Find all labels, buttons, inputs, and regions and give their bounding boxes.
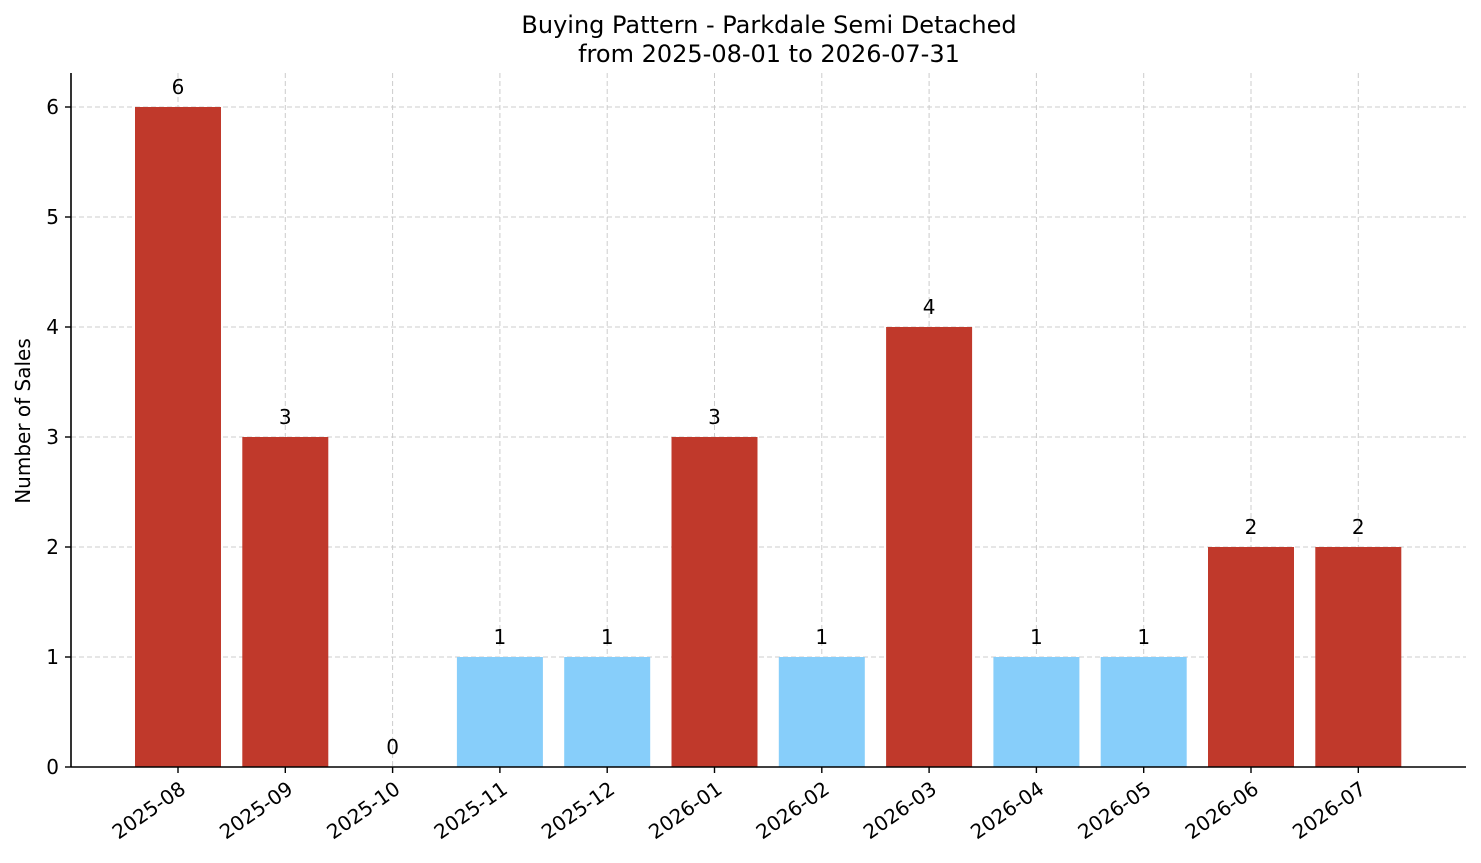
bar-value-label: 1	[494, 625, 507, 649]
bar	[564, 657, 651, 767]
bar	[1208, 547, 1294, 767]
bar	[242, 437, 329, 767]
bar-value-label: 1	[815, 625, 828, 649]
bar-value-label: 4	[923, 295, 936, 319]
bar-value-label: 6	[172, 75, 185, 99]
x-tick-label: 2026-05	[1073, 776, 1155, 844]
x-tick-label: 2026-07	[1288, 776, 1370, 844]
bars	[135, 107, 1402, 767]
bar	[135, 107, 221, 767]
x-tick-label: 2026-04	[966, 776, 1048, 844]
x-tick-label: 2025-08	[108, 776, 190, 844]
y-tick-label: 6	[46, 95, 59, 119]
x-tick-label: 2025-12	[537, 776, 619, 844]
y-tick-label: 2	[46, 535, 59, 559]
bar-value-label: 3	[279, 405, 292, 429]
x-tick-label: 2026-02	[751, 776, 833, 844]
x-tick-label: 2025-09	[215, 776, 297, 844]
y-axis-label: Number of Sales	[11, 338, 35, 504]
y-tick-label: 4	[46, 315, 59, 339]
bar	[993, 657, 1080, 767]
chart-subtitle: from 2025-08-01 to 2026-07-31	[578, 40, 960, 68]
x-tick-label: 2025-10	[322, 776, 404, 844]
bar	[1315, 547, 1402, 767]
x-tick-label: 2026-06	[1181, 776, 1263, 844]
bar	[671, 437, 758, 767]
bar-value-label: 3	[708, 405, 721, 429]
chart-title: Buying Pattern - Parkdale Semi Detached	[521, 11, 1016, 39]
bar	[886, 327, 973, 767]
bar-value-label: 0	[386, 735, 399, 759]
bar-value-label: 2	[1352, 515, 1365, 539]
y-tick-label: 5	[46, 205, 59, 229]
y-tick-label: 3	[46, 425, 59, 449]
x-tick-label: 2025-11	[430, 776, 512, 844]
x-tick-label: 2026-03	[859, 776, 941, 844]
bar	[1100, 657, 1187, 767]
bar	[456, 657, 543, 767]
data-labels: 6 3 0 1 1 3 1 4 1 1 2 2	[172, 75, 1365, 759]
axes	[65, 73, 1466, 773]
y-tick-label: 0	[46, 755, 59, 779]
bar-value-label: 1	[601, 625, 614, 649]
bar-value-label: 1	[1030, 625, 1043, 649]
bar	[778, 657, 865, 767]
x-tick-label: 2026-01	[644, 776, 726, 844]
y-tick-label: 1	[46, 645, 59, 669]
bar-value-label: 1	[1137, 625, 1150, 649]
bar-value-label: 2	[1245, 515, 1258, 539]
